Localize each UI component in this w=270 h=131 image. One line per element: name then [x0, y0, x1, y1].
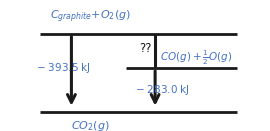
Text: $-$ 283.0 kJ: $-$ 283.0 kJ: [135, 83, 190, 97]
Text: $C_{graphite}$$ + O_2(g)$: $C_{graphite}$$ + O_2(g)$: [50, 8, 131, 25]
Text: $CO(g) + \frac{1}{2}O(g)$: $CO(g) + \frac{1}{2}O(g)$: [160, 49, 233, 67]
Text: $-$ 393.5 kJ: $-$ 393.5 kJ: [36, 61, 91, 75]
Text: $CO_2(g)$: $CO_2(g)$: [71, 119, 110, 131]
Text: ??: ??: [139, 42, 152, 54]
